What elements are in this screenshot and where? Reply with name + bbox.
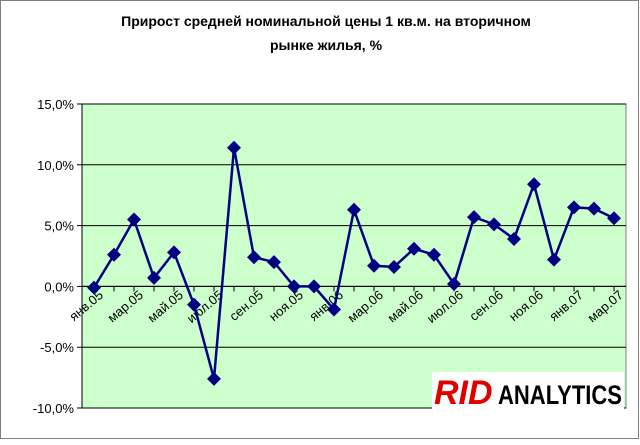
marker [107, 247, 121, 262]
marker [587, 201, 601, 216]
plot-background [81, 103, 627, 409]
marker [547, 252, 561, 267]
marker [387, 259, 401, 274]
marker [567, 200, 581, 215]
logo-box [432, 372, 624, 412]
marker [167, 245, 181, 260]
logo: ANALYTICS [498, 380, 622, 410]
marker [407, 241, 421, 256]
marker [87, 280, 101, 295]
marker [267, 255, 281, 270]
y-tick-label: 10,0% [37, 158, 74, 173]
marker [447, 276, 461, 291]
y-tick-label: 15,0% [37, 97, 74, 112]
marker [247, 250, 261, 265]
marker [207, 371, 221, 386]
logo: RID [434, 374, 493, 412]
marker [367, 258, 381, 273]
marker [227, 140, 241, 155]
y-tick-label: 5,0% [44, 219, 74, 234]
chart-title: рынке жилья, % [270, 37, 383, 53]
marker [347, 202, 361, 217]
marker [427, 247, 441, 262]
marker [467, 210, 481, 225]
marker [307, 279, 321, 294]
marker [127, 212, 141, 227]
marker [527, 177, 541, 192]
marker [147, 270, 161, 285]
marker [287, 279, 301, 294]
y-tick-label: 0,0% [44, 279, 74, 294]
y-tick-label: -5,0% [40, 340, 74, 355]
marker [487, 217, 501, 232]
marker [507, 231, 521, 246]
marker [187, 297, 201, 312]
chart-title: Прирост средней номинальной цены 1 кв.м.… [121, 13, 531, 29]
marker [327, 302, 341, 317]
y-tick-label: -10,0% [33, 401, 75, 416]
marker [607, 211, 621, 226]
